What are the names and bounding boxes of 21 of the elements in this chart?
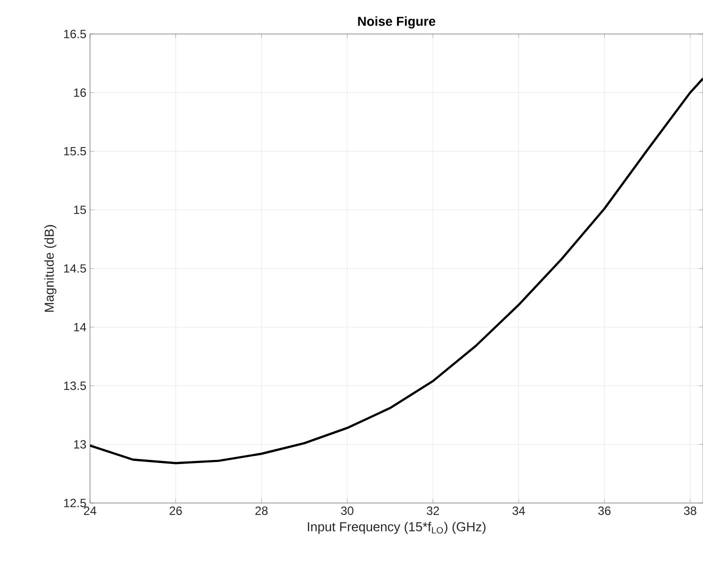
y-tick-label: 16.5	[64, 30, 86, 38]
y-tick-label: 14	[74, 323, 86, 332]
y-tick-label: 13	[74, 440, 86, 449]
x-tick-label: 32	[426, 506, 439, 515]
x-tick-label: 28	[255, 506, 268, 515]
y-axis-title: Magnitude (dB)	[44, 225, 56, 312]
line-series	[90, 77, 703, 464]
x-tick-label: 30	[341, 506, 354, 515]
y-tick-label: 15	[74, 206, 86, 214]
x-tick-label: 38	[684, 506, 696, 515]
y-tick-label: 13.5	[64, 382, 86, 390]
x-tick-label: 34	[512, 506, 525, 515]
x-axis-title: Input Frequency (15*f$_{LO}$) (GHz)	[308, 522, 486, 534]
y-tick-label: 12.5	[64, 498, 86, 508]
x-tick-label: 24	[84, 506, 96, 515]
y-tick-label: 14.5	[64, 264, 86, 273]
y-tick-label: 15.5	[64, 147, 86, 156]
x-tick-label: 36	[598, 506, 611, 515]
y-tick-label: 16	[74, 88, 86, 97]
x-tick-label: 26	[170, 506, 182, 515]
chart-title: Noise Figure	[358, 16, 436, 29]
